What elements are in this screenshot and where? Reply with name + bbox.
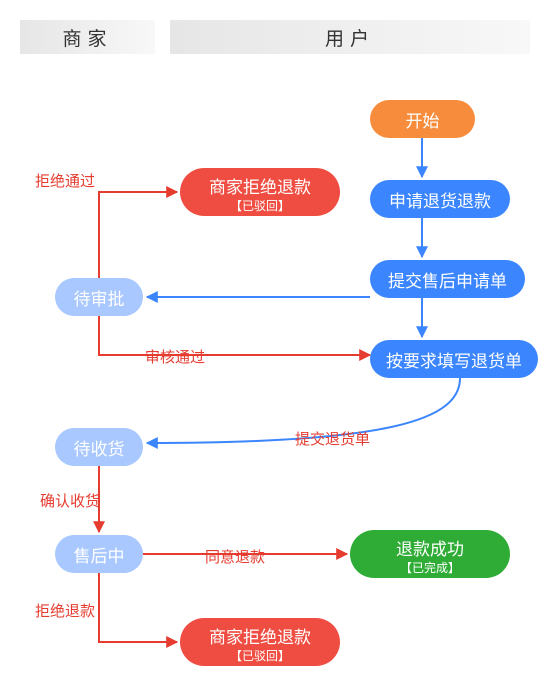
node-pendingReceive: 待收货 (55, 428, 143, 466)
flowchart-canvas: 商家 用户 开始申请退货退款提交售后申请单按要求填写退货单待审批待收货售后中商家… (0, 0, 553, 692)
node-rejectRefund2-text: 商家拒绝退款 (209, 623, 311, 648)
node-rejectRefund1-text: 商家拒绝退款 (209, 173, 311, 198)
node-rejectRefund1-subtext: 【已驳回】 (230, 200, 290, 212)
edge-label-lbl-submitReturn: 提交退货单 (295, 428, 370, 449)
node-start-text: 开始 (406, 107, 440, 132)
node-afterSaling-text: 售后中 (74, 542, 125, 567)
edge-e-after-reject2 (99, 573, 177, 642)
edge-label-lbl-rejectRefund: 拒绝退款 (35, 600, 95, 621)
swimlane-header-user: 用户 (170, 20, 530, 54)
node-start: 开始 (370, 100, 475, 138)
node-pendingReceive-text: 待收货 (74, 435, 125, 460)
node-rejectRefund1: 商家拒绝退款【已驳回】 (180, 168, 340, 216)
swimlane-header-merchant: 商家 (20, 20, 155, 54)
edge-e-pendA-reject1 (99, 192, 177, 278)
node-refundSuccess-text: 退款成功 (396, 535, 464, 560)
node-afterSaling: 售后中 (55, 535, 143, 573)
node-refundSuccess: 退款成功【已完成】 (350, 530, 510, 578)
edge-label-lbl-agreeRefund: 同意退款 (205, 546, 265, 567)
node-applyReturn: 申请退货退款 (370, 180, 510, 218)
node-fillReturnForm: 按要求填写退货单 (370, 340, 538, 378)
node-rejectRefund2: 商家拒绝退款【已驳回】 (180, 618, 340, 666)
node-pendingApprove: 待审批 (55, 278, 143, 316)
node-applyReturn-text: 申请退货退款 (389, 187, 491, 212)
node-submitAfterSale-text: 提交售后申请单 (388, 267, 507, 292)
node-refundSuccess-subtext: 【已完成】 (400, 562, 460, 574)
node-fillReturnForm-text: 按要求填写退货单 (386, 347, 522, 372)
node-submitAfterSale: 提交售后申请单 (370, 260, 525, 298)
edge-e-pendA-fill (99, 316, 370, 355)
node-pendingApprove-text: 待审批 (74, 285, 125, 310)
edge-label-lbl-auditPass: 审核通过 (145, 346, 205, 367)
node-rejectRefund2-subtext: 【已驳回】 (230, 650, 290, 662)
edge-label-lbl-confirmRecv: 确认收货 (40, 490, 100, 511)
edge-label-lbl-rejectPass: 拒绝通过 (35, 170, 95, 191)
